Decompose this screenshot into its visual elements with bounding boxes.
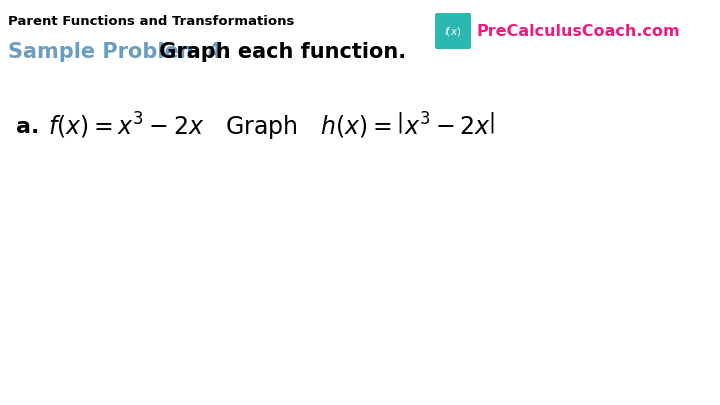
Text: $f(x) = x^3 - 2x$$\quad\mathbf{\mathrm{Graph}}\quad$$h(x) = \left|x^3 - 2x\right: $f(x) = x^3 - 2x$$\quad\mathbf{\mathrm{G… bbox=[48, 111, 495, 143]
Text: Sample Problem 4:: Sample Problem 4: bbox=[8, 42, 230, 62]
FancyBboxPatch shape bbox=[435, 13, 471, 49]
Text: Parent Functions and Transformations: Parent Functions and Transformations bbox=[8, 15, 294, 28]
Text: a.: a. bbox=[16, 117, 40, 137]
Text: $f\!\left(x\right)$: $f\!\left(x\right)$ bbox=[444, 24, 462, 38]
Text: Graph each function.: Graph each function. bbox=[152, 42, 406, 62]
Text: PreCalculusCoach.com: PreCalculusCoach.com bbox=[476, 23, 680, 38]
